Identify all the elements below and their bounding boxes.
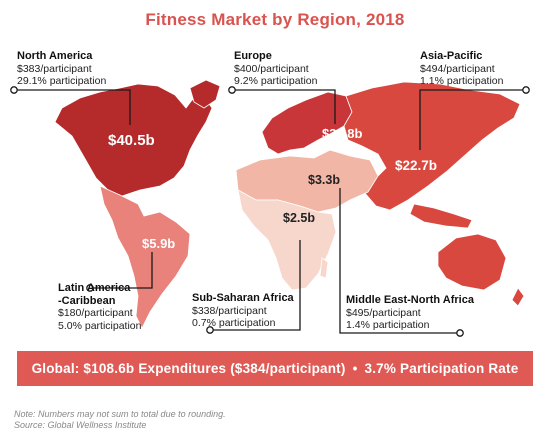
participation: 29.1% participation [17,75,107,87]
region-name: Europe [234,50,272,62]
leader-line-asia-pacific [419,89,526,150]
leader-line-mena [339,188,460,334]
leader-end-latin-america [86,284,94,292]
source-note: Source: Global Wellness Institute [14,420,147,430]
region-name: Middle East-North Africa [346,294,474,306]
callout-sub-saharan-africa: Sub-Saharan Africa $338/participant 0.7%… [192,292,294,330]
per-participant: $180/participant [58,307,133,319]
participation: 1.4% participation [346,319,430,331]
region-name: Sub-Saharan Africa [192,292,294,304]
leader-line-europe [232,89,336,124]
callout-asia-pacific: Asia-Pacific $494/participant 1.1% parti… [420,50,503,88]
rounding-note: Note: Numbers may not sum to total due t… [14,409,226,419]
participation: 9.2% participation [234,75,318,87]
participation: 1.1% participation [420,75,504,87]
callout-europe: Europe $400/participant 9.2% participati… [234,50,317,88]
callout-north-america: North America $383/participant 29.1% par… [17,50,106,88]
region-shape-asia-pacific [343,81,521,211]
leader-line-sub-saharan-africa [210,240,301,331]
global-participation-rate: 3.7% Participation Rate [364,361,519,376]
leader-end-sub-saharan-africa [206,326,214,334]
region-name: Asia-Pacific [420,50,483,62]
per-participant: $338/participant [192,304,267,317]
region-shape-new-zealand [511,287,525,307]
per-participant: $400/participant [234,62,309,75]
global-summary-banner: Global: $108.6b Expenditures ($384/parti… [17,351,533,386]
participation: 5.0% participation [58,319,142,332]
per-participant: $495/participant [346,306,421,319]
leader-line-north-america [14,89,131,125]
region-name: Latin America -Caribbean [58,282,131,307]
region-shape-europe [261,91,353,155]
chart-title: Fitness Market by Region, 2018 [145,10,405,29]
region-shape-north-america [54,83,213,197]
per-participant: $383/participant [17,62,92,75]
banner-bullet: • [352,361,358,376]
leader-end-asia-pacific [522,86,530,94]
global-expenditures: Global: $108.6b Expenditures ($384/parti… [31,361,346,376]
region-name: North America [17,50,93,62]
value-label-latin-america: $5.9b [142,236,175,251]
region-shape-southeast-asia [409,203,473,229]
value-label-asia-pacific: $22.7b [395,158,437,173]
region-shape-latin-america [99,185,191,329]
leader-end-north-america [10,86,18,94]
footnote: Note: Numbers may not sum to total due t… [14,409,226,431]
region-shape-madagascar [319,257,329,279]
region-shape-australia [437,233,507,291]
region-shape-greenland [189,79,221,109]
value-label-north-america: $40.5b [108,132,155,149]
callout-mena: Middle East-North Africa $495/participan… [346,294,474,332]
leader-end-mena [456,329,464,337]
leader-line-latin-america [90,252,153,289]
value-label-europe: $33.8b [322,126,363,141]
value-label-sub-saharan-africa: $2.5b [283,211,315,225]
leader-end-europe [228,86,236,94]
callout-latin-america: Latin America -Caribbean $180/participan… [58,282,141,332]
participation: 0.7% participation [192,317,276,329]
per-participant: $494/participant [420,62,495,75]
value-label-mena: $3.3b [308,173,340,187]
region-shape-sub-saharan-africa [237,189,337,291]
